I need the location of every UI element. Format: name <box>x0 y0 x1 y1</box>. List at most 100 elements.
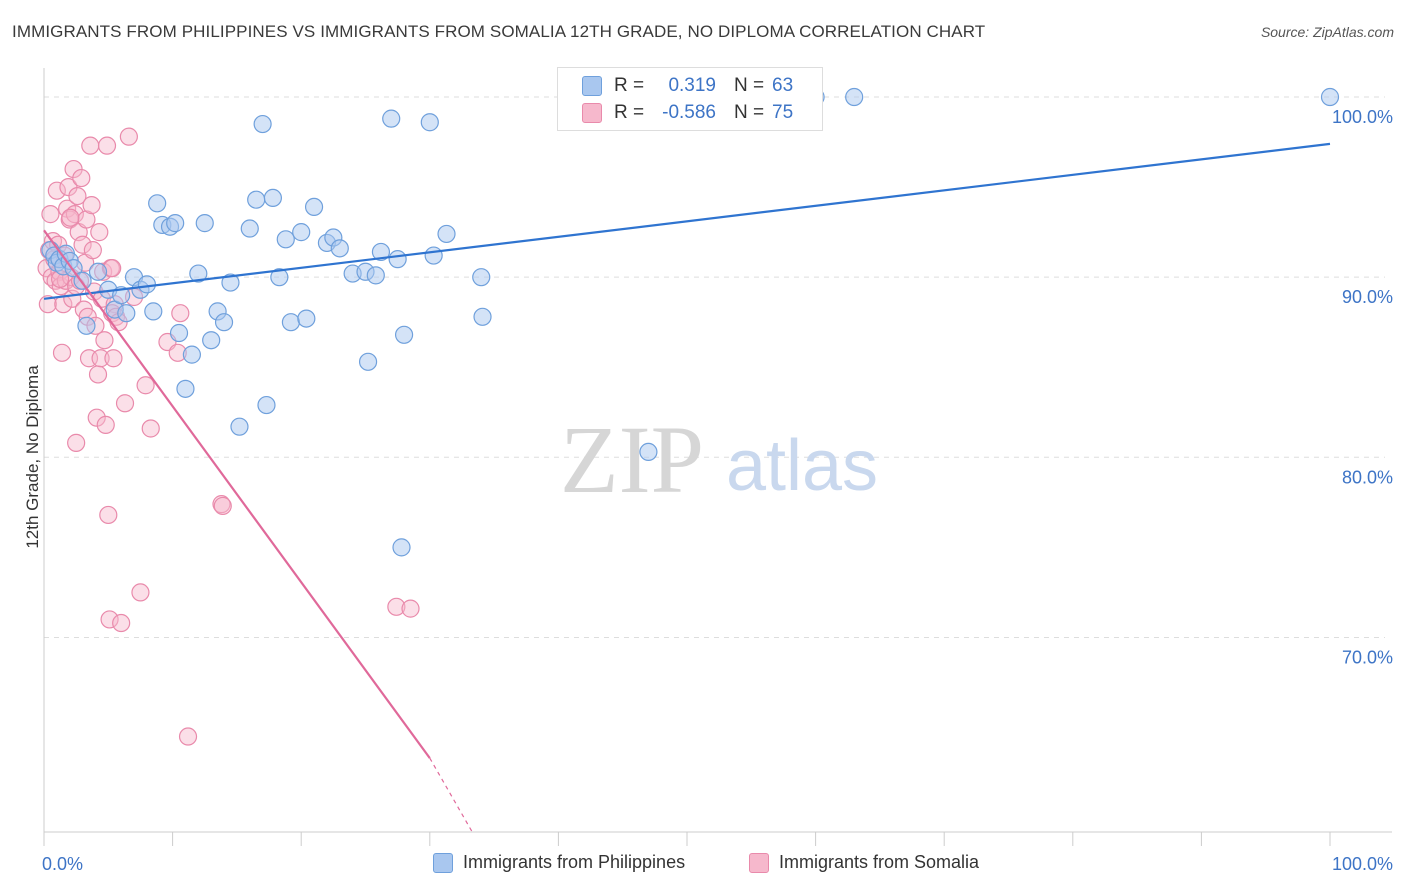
somalia-point <box>97 136 117 155</box>
philippines-point <box>253 114 272 134</box>
somalia-trend-extension <box>429 757 473 833</box>
philippines-point <box>214 313 234 332</box>
philippines-point <box>639 442 658 462</box>
somalia-point <box>104 349 123 368</box>
somalia-point <box>91 349 110 368</box>
philippines-point <box>845 87 864 107</box>
philippines-point <box>473 307 492 326</box>
somalia-point <box>213 496 232 516</box>
watermark-zip: ZIP <box>560 406 704 513</box>
somalia-point <box>95 331 114 350</box>
philippines-point <box>169 323 189 343</box>
somalia-swatch <box>582 103 602 123</box>
philippines-point <box>358 352 378 371</box>
somalia-point <box>131 583 150 602</box>
y-tick-label: 80.0% <box>1342 467 1393 487</box>
watermark-atlas: atlas <box>726 426 878 506</box>
y-tick-labels: 100.0% 90.0% 80.0% 70.0% <box>1332 107 1393 667</box>
legend-label-philippines: Immigrants from Philippines <box>463 852 686 872</box>
philippines-point <box>195 214 214 233</box>
legend-label-somalia: Immigrants from Somalia <box>779 852 980 872</box>
somalia-point <box>171 304 190 323</box>
somalia-point <box>73 235 92 254</box>
somalia-points <box>37 127 420 746</box>
somalia-point <box>136 376 155 395</box>
somalia-point <box>41 205 60 224</box>
philippines-point <box>176 379 195 398</box>
philippines-trend-line <box>43 142 1331 300</box>
y-tick-label: 70.0% <box>1342 647 1393 667</box>
somalia-point <box>72 168 91 188</box>
philippines-point <box>388 250 407 269</box>
somalia-point <box>401 599 420 618</box>
philippines-point <box>189 264 208 283</box>
n-label: N = <box>734 75 765 96</box>
somalia-point <box>77 210 96 229</box>
somalia-point <box>119 127 138 146</box>
watermark: ZIP atlas <box>560 406 878 513</box>
source-label: Source: ZipAtlas.com <box>1260 24 1394 40</box>
philippines-point <box>247 190 266 209</box>
philippines-point <box>257 395 276 415</box>
philippines-point <box>424 246 443 265</box>
philippines-point <box>371 242 391 262</box>
somalia-point <box>47 181 66 200</box>
r-label: R = <box>614 102 645 123</box>
somalia-point <box>100 610 119 629</box>
somalia-legend-swatch <box>749 852 769 873</box>
philippines-point <box>420 113 439 132</box>
philippines-point <box>392 538 411 557</box>
legend-item-somalia[interactable]: Immigrants from Somalia <box>749 852 979 873</box>
philippines-point <box>382 109 401 128</box>
somalia-point <box>67 433 86 452</box>
philippines-point <box>221 273 240 292</box>
somalia-point <box>82 196 101 215</box>
philippines-point <box>117 304 136 323</box>
philippines-point <box>166 214 185 233</box>
chart-title: IMMIGRANTS FROM PHILIPPINES VS IMMIGRANT… <box>12 22 986 41</box>
philippines-point <box>292 223 311 242</box>
philippines-point <box>297 309 316 328</box>
philippines-point <box>304 197 324 217</box>
axes <box>43 68 1392 846</box>
somalia-point <box>112 613 131 633</box>
philippines-point <box>88 262 108 281</box>
philippines-point <box>437 224 456 244</box>
philippines-point <box>270 268 289 287</box>
somalia-point <box>90 223 109 242</box>
r-value: 0.319 <box>668 75 716 96</box>
philippines-point <box>281 313 301 332</box>
somalia-point <box>178 727 198 746</box>
grid <box>44 96 1385 638</box>
somalia-point <box>61 208 80 227</box>
stats-row-philippines: R = 0.319 N = 63 <box>558 73 822 99</box>
n-value: 63 <box>772 75 794 96</box>
philippines-point <box>330 239 349 258</box>
somalia-point <box>81 136 100 155</box>
somalia-point <box>387 597 406 616</box>
philippines-point <box>148 194 167 213</box>
somalia-point <box>52 343 72 362</box>
philippines-legend-swatch <box>433 852 453 873</box>
stats-legend-box: R = 0.319 N = 63 R = -0.586 N = 75 <box>557 67 823 131</box>
philippines-point <box>230 417 249 436</box>
philippines-swatch <box>582 76 602 96</box>
legend-item-philippines[interactable]: Immigrants from Philippines <box>433 852 685 873</box>
somalia-point <box>51 277 70 296</box>
x-tick-labels: 0.0% 100.0% <box>42 854 1393 874</box>
philippines-point <box>202 331 221 350</box>
x-tick-label: 0.0% <box>42 854 83 874</box>
somalia-point <box>83 241 102 260</box>
y-tick-label: 90.0% <box>1342 287 1393 307</box>
somalia-point <box>141 419 160 438</box>
philippines-point <box>137 275 156 294</box>
philippines-points <box>41 87 1340 557</box>
n-label: N = <box>734 102 765 123</box>
somalia-point <box>115 394 135 413</box>
philippines-point <box>144 302 163 321</box>
somalia-point <box>68 186 87 206</box>
philippines-point <box>182 345 201 364</box>
n-value: 75 <box>772 102 794 123</box>
chart-legend: Immigrants from Philippines Immigrants f… <box>0 852 1406 878</box>
